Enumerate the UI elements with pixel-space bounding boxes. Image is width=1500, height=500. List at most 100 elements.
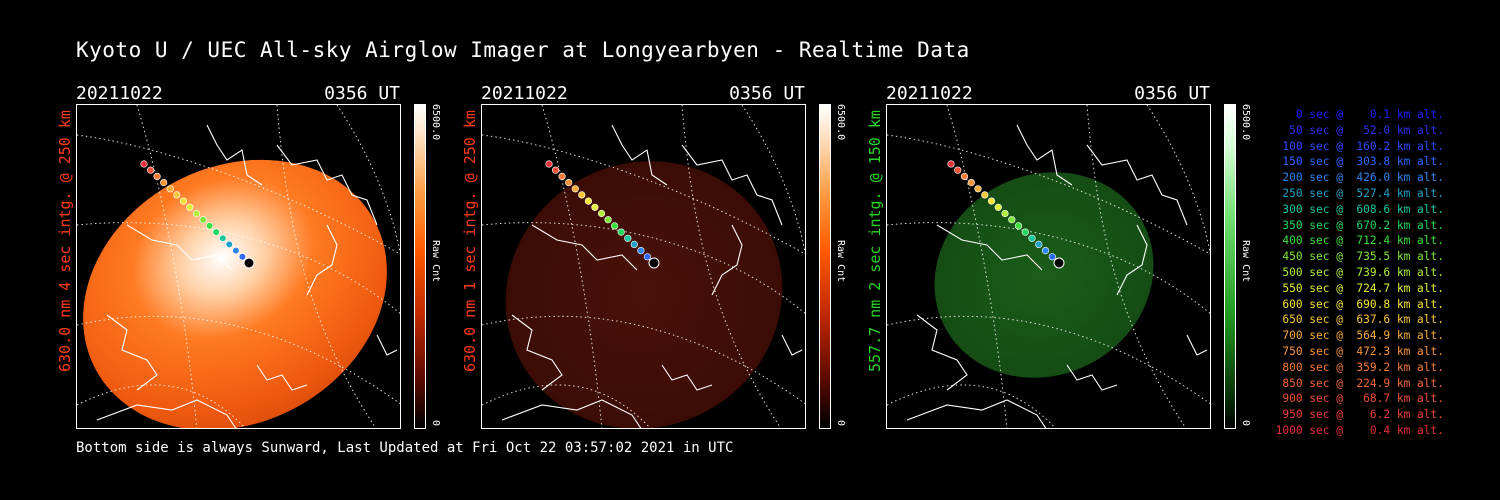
trajectory-marker (611, 222, 619, 230)
legend-row: 0 sec @ 0.1 km alt. (1275, 108, 1444, 121)
legend-row: 800 sec @ 359.2 km alt. (1275, 360, 1444, 374)
trajectory-marker (987, 197, 996, 205)
legend-row: 100 sec @ 160.2 km alt. (1275, 139, 1444, 153)
trajectory-altitude-legend: 0 sec @ 0.1 km alt. 50 sec @ 52.0 km alt… (1262, 107, 1444, 439)
trajectory-marker (974, 185, 982, 193)
trajectory-marker (173, 191, 181, 199)
panel-2-date: 20211022 (481, 83, 568, 104)
trajectory-marker (232, 247, 240, 255)
legend-row: 450 sec @ 735.5 km alt. (1275, 250, 1444, 264)
legend-row: 400 sec @ 712.4 km alt. (1275, 234, 1444, 248)
legend-row: 1000 sec @ 0.4 km alt. (1275, 423, 1444, 437)
trajectory-marker (591, 203, 599, 211)
trajectory-marker (545, 160, 553, 168)
trajectory-marker (1048, 253, 1056, 261)
trajectory-marker (954, 166, 962, 174)
trajectory-marker (604, 216, 612, 224)
trajectory-marker (212, 228, 220, 236)
panel-1-wavelength-label: 630.0 nm 4 sec intg. @ 250 km (56, 110, 74, 372)
trajectory-marker (1021, 228, 1029, 236)
trajectory-marker (153, 172, 161, 180)
trajectory-marker (565, 178, 573, 187)
panel-2-colorbar-min: 0 (835, 420, 846, 427)
panel-3-time: 0356 UT (1134, 83, 1210, 104)
trajectory-marker (558, 172, 566, 180)
panel-2-time: 0356 UT (729, 83, 805, 104)
trajectory-marker (643, 253, 651, 261)
trajectory-marker (179, 197, 187, 205)
trajectory-marker (1041, 247, 1050, 255)
trajectory-marker (960, 172, 969, 180)
panel-1-colorbar-unit: Raw Cnt (430, 240, 441, 283)
panel-1-allsky-image (76, 104, 401, 429)
panel-3-date: 20211022 (886, 83, 973, 104)
panel-1-date: 20211022 (76, 83, 163, 104)
panel-2-colorbar-unit: Raw Cnt (835, 240, 846, 283)
panel-3-sky-map (887, 105, 1210, 428)
trajectory-marker (1001, 209, 1009, 218)
trajectory-marker (578, 191, 586, 199)
legend-row: 300 sec @ 608.6 km alt. (1275, 202, 1444, 216)
legend-row: 350 sec @ 670.2 km alt. (1275, 218, 1444, 232)
legend-row: 850 sec @ 224.9 km alt. (1275, 376, 1444, 390)
panel-1-time: 0356 UT (324, 83, 400, 104)
panel-2-sky-map (482, 105, 805, 428)
airglow-emission-disk (934, 172, 1154, 378)
trajectory-marker (140, 160, 148, 168)
legend-row: 650 sec @ 637.6 km alt. (1275, 313, 1444, 327)
trajectory-marker (146, 166, 155, 174)
trajectory-marker (947, 160, 955, 168)
airglow-emission-disk (83, 159, 387, 428)
legend-row: 700 sec @ 564.9 km alt. (1275, 329, 1444, 343)
trajectory-marker (617, 228, 625, 236)
legend-row: 200 sec @ 426.0 km alt. (1275, 171, 1444, 185)
trajectory-marker (199, 216, 207, 224)
trajectory-marker (584, 197, 592, 205)
panel-1-sky-map (77, 105, 400, 428)
legend-row: 150 sec @ 303.8 km alt. (1275, 155, 1444, 169)
trajectory-marker (206, 222, 214, 230)
trajectory-marker (166, 185, 174, 193)
legend-row: 250 sec @ 527.4 km alt. (1275, 186, 1444, 200)
trajectory-marker (238, 253, 246, 261)
panel-3-colorbar-max: 6500.0 (1240, 104, 1251, 141)
trajectory-marker (186, 203, 194, 211)
trajectory-marker (967, 178, 975, 187)
trajectory-marker (160, 178, 168, 187)
legend-row: 500 sec @ 739.6 km alt. (1275, 265, 1444, 279)
panel-1-colorbar-min: 0 (430, 420, 441, 427)
panel-2-wavelength-label: 630.0 nm 1 sec intg. @ 250 km (461, 110, 479, 372)
trajectory-marker (597, 209, 606, 218)
trajectory-marker (219, 234, 227, 242)
trajectory-marker (571, 185, 579, 193)
panel-3-allsky-image (886, 104, 1211, 429)
trajectory-marker (637, 247, 645, 255)
trajectory-marker (624, 234, 632, 242)
panel-3-colorbar-min: 0 (1240, 420, 1251, 427)
trajectory-marker (1008, 216, 1016, 224)
legend-row: 600 sec @ 690.8 km alt. (1275, 297, 1444, 311)
panel-1-colorbar-max: 6500.0 (430, 104, 441, 141)
trajectory-marker (630, 240, 638, 248)
panel-1-colorbar (414, 104, 426, 429)
page-title: Kyoto U / UEC All-sky Airglow Imager at … (76, 38, 970, 62)
trajectory-marker (551, 166, 560, 174)
panel-2-colorbar-max: 6500.0 (835, 104, 846, 141)
footer-note: Bottom side is always Sunward, Last Upda… (76, 440, 734, 456)
trajectory-marker (1035, 240, 1043, 248)
panel-3-colorbar (1224, 104, 1236, 429)
legend-row: 750 sec @ 472.3 km alt. (1275, 344, 1444, 358)
trajectory-marker (225, 240, 233, 248)
trajectory-marker (1028, 234, 1036, 242)
panel-2-allsky-image (481, 104, 806, 429)
trajectory-marker (1014, 222, 1023, 230)
airglow-emission-disk (505, 161, 783, 428)
legend-row: 550 sec @ 724.7 km alt. (1275, 281, 1444, 295)
panel-3-colorbar-unit: Raw Cnt (1240, 240, 1251, 283)
legend-row: 50 sec @ 52.0 km alt. (1275, 123, 1444, 137)
trajectory-marker (994, 203, 1002, 211)
legend-row: 900 sec @ 68.7 km alt. (1275, 392, 1444, 406)
panel-3-wavelength-label: 557.7 nm 2 sec intg. @ 150 km (866, 110, 884, 372)
legend-row: 950 sec @ 6.2 km alt. (1275, 408, 1444, 422)
panel-2-colorbar (819, 104, 831, 429)
